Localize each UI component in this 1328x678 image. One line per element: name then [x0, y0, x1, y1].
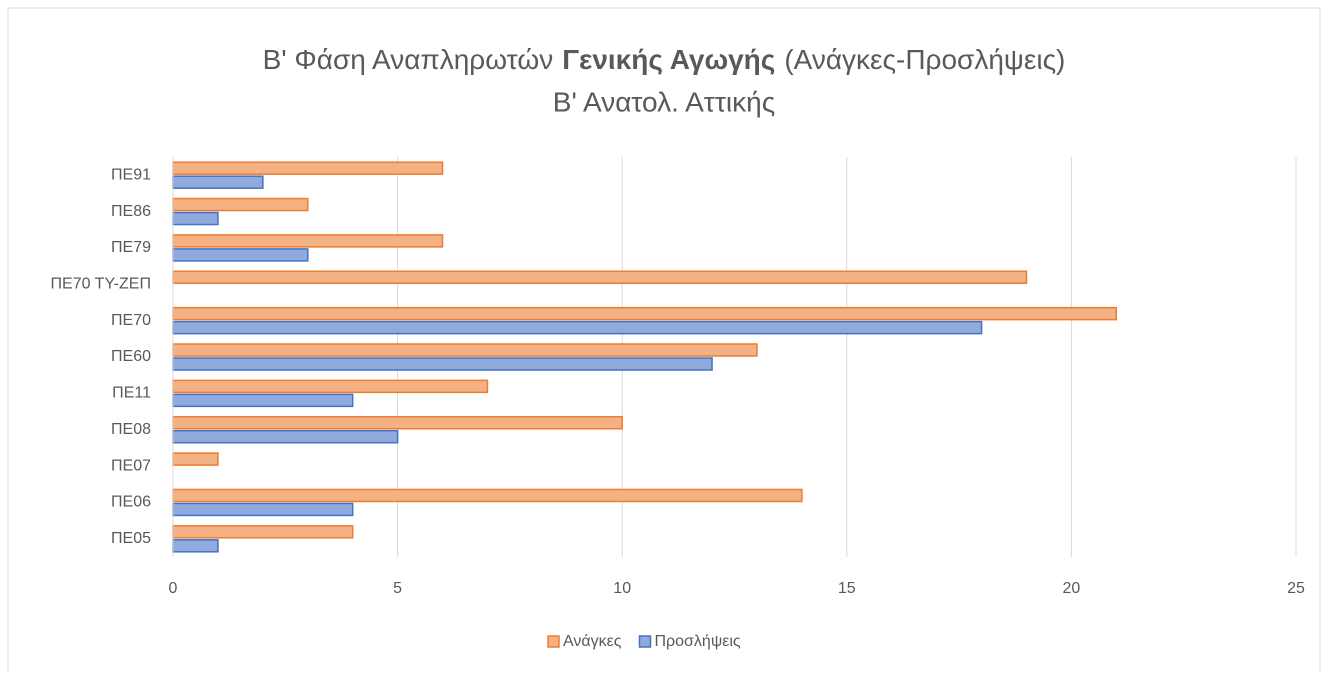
chart-frame [7, 7, 1321, 678]
bar [172, 343, 758, 357]
y-tick-label: ΠΕ60 [111, 348, 151, 365]
bar [172, 379, 489, 394]
x-tick-label: 20 [1063, 580, 1081, 597]
y-tick-label: ΠΕ70 ΤΥ-ΖΕΠ [51, 275, 152, 292]
bar [172, 357, 713, 371]
y-tick-label: ΠΕ06 [111, 494, 151, 511]
title-part: (Ανάγκες-Προσλήψεις) [784, 44, 1065, 75]
bar [172, 393, 354, 408]
bar [172, 429, 399, 444]
bar [172, 270, 1028, 285]
x-tick-label: 25 [1287, 580, 1305, 597]
legend-label: Ανάγκες [563, 633, 622, 650]
y-tick-label: ΠΕ86 [111, 203, 151, 220]
legend-swatch [638, 635, 652, 648]
bar [172, 502, 354, 517]
y-tick-label: ΠΕ08 [111, 421, 151, 438]
chart-subtitle: Β' Ανατολ. Αττικής [553, 86, 775, 117]
legend-swatch [547, 635, 560, 648]
legend-label: Προσλήψεις [654, 633, 740, 650]
bar [172, 415, 623, 430]
x-tick-label: 15 [838, 580, 856, 597]
bar [172, 320, 983, 335]
bar [172, 197, 309, 212]
bar [172, 525, 354, 539]
title-part: Β' Φάση Αναπληρωτών [263, 44, 554, 75]
bar [172, 488, 803, 503]
bar [172, 452, 219, 466]
title-bold: Γενικής Αγωγής [562, 44, 775, 75]
y-tick-label: ΠΕ11 [112, 385, 151, 402]
bar [172, 248, 309, 262]
bar [172, 175, 264, 189]
bar [172, 539, 219, 553]
y-tick-label: ΠΕ07 [111, 457, 151, 474]
y-tick-label: ΠΕ70 [111, 312, 151, 329]
y-tick-label: ΠΕ91 [111, 166, 151, 183]
bar [172, 211, 219, 226]
bar [172, 161, 444, 175]
bar [172, 234, 444, 248]
y-tick-label: ΠΕ79 [111, 239, 151, 256]
x-tick-label: 10 [613, 580, 631, 597]
x-tick-label: 5 [393, 580, 402, 597]
chart-title: Β' Φάση Αναπληρωτών Γενικής Αγωγής (Ανάγκε… [263, 44, 1066, 75]
y-tick-label: ΠΕ05 [111, 530, 151, 547]
x-tick-label: 0 [169, 580, 178, 597]
bar [172, 306, 1118, 321]
